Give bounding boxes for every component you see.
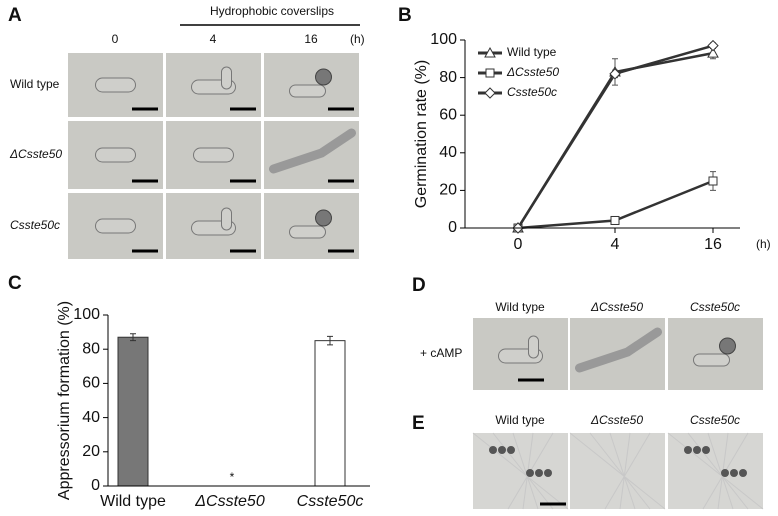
marker	[707, 39, 719, 52]
panel-letter: E	[412, 413, 425, 434]
legend-marker	[484, 87, 496, 99]
germ-tube	[221, 66, 232, 90]
x-tick-label: Csste50c	[297, 493, 364, 510]
legend-label: ΔCsste50	[506, 65, 559, 79]
marker	[609, 68, 621, 80]
hypha	[569, 432, 666, 510]
hypha	[269, 128, 356, 174]
x-unit: (h)	[756, 237, 771, 251]
error-bar	[130, 333, 136, 342]
marker	[708, 176, 718, 186]
hypha	[687, 432, 749, 510]
y-tick-label: 80	[439, 69, 457, 86]
germ-tube	[528, 335, 539, 359]
appressorium	[507, 446, 515, 454]
row-label: ΔCsste50	[9, 147, 62, 161]
column-label: 4	[210, 32, 217, 46]
header: Hydrophobic coverslips	[210, 4, 334, 18]
appressorium	[498, 446, 506, 454]
appressorium	[739, 469, 747, 477]
column-label: ΔCsste50	[590, 300, 643, 314]
x-tick-label: 4	[611, 236, 620, 253]
y-tick-label: 100	[430, 31, 457, 48]
marker	[707, 47, 719, 58]
panel-letter: A	[8, 5, 22, 26]
column-label: Csste50c	[690, 413, 740, 427]
panel-letter: D	[412, 275, 426, 296]
hypha	[667, 432, 764, 510]
row-label: Wild type	[10, 77, 60, 91]
column-label: Wild type	[495, 300, 545, 314]
column-label: 16	[304, 32, 318, 46]
panel-letter: C	[8, 273, 22, 294]
y-tick-label: 60	[82, 375, 100, 392]
y-tick-label: 0	[448, 219, 457, 236]
cell	[95, 147, 136, 163]
y-axis-label: Appressorium formation (%)	[56, 301, 73, 500]
appressorium	[526, 469, 534, 477]
legend-label: Csste50c	[507, 85, 557, 99]
column-label: 0	[112, 32, 119, 46]
y-tick-label: 0	[91, 477, 100, 494]
x-tick-label: Wild type	[100, 493, 166, 510]
hypha	[619, 432, 631, 510]
hypha	[589, 432, 651, 510]
appressorium	[315, 209, 332, 227]
panel-letter: B	[398, 5, 412, 26]
appressorium	[489, 446, 497, 454]
y-tick-label: 40	[82, 409, 100, 426]
hypha	[707, 432, 734, 510]
column-label: Csste50c	[690, 300, 740, 314]
y-tick-label: 20	[82, 443, 100, 460]
cell	[693, 353, 730, 367]
y-tick-label: 80	[82, 340, 100, 357]
y-tick-label: 60	[439, 106, 457, 123]
y-tick-label: 20	[439, 182, 457, 199]
x-tick-label: ΔCsste50	[194, 493, 265, 510]
y-tick-label: 40	[439, 144, 457, 161]
y-tick-label: 100	[73, 306, 100, 323]
appressorium	[315, 68, 332, 86]
error-bar	[327, 335, 333, 346]
bar	[117, 336, 149, 487]
appressorium	[719, 337, 736, 355]
bar	[314, 340, 346, 487]
legend-marker	[484, 46, 496, 58]
hypha	[604, 432, 651, 510]
cell	[289, 225, 326, 239]
legend-marker	[485, 68, 495, 78]
germ-tube	[221, 207, 232, 231]
appressorium	[693, 446, 701, 454]
row-label: Csste50c	[10, 218, 60, 232]
appressorium	[702, 446, 710, 454]
column-label: Wild type	[495, 413, 545, 427]
cell	[95, 218, 136, 234]
x-tick-label: 0	[514, 236, 523, 253]
cell	[95, 77, 136, 93]
y-axis-label: Germination rate (%)	[413, 60, 430, 209]
cell	[193, 147, 234, 163]
row-label: + cAMP	[420, 346, 462, 360]
appressorium	[721, 469, 729, 477]
hypha	[609, 432, 636, 510]
annotation: *	[230, 470, 235, 484]
cell	[289, 84, 326, 98]
hypha	[575, 327, 662, 373]
appressorium	[544, 469, 552, 477]
legend-label: Wild type	[507, 45, 557, 59]
column-label: ΔCsste50	[590, 413, 643, 427]
x-tick-label: 16	[704, 236, 722, 253]
hypha	[512, 432, 539, 510]
appressorium	[684, 446, 692, 454]
unit: (h)	[350, 32, 365, 46]
marker	[610, 215, 620, 225]
appressorium	[730, 469, 738, 477]
hypha	[492, 432, 554, 510]
hypha	[472, 432, 569, 510]
appressorium	[535, 469, 543, 477]
